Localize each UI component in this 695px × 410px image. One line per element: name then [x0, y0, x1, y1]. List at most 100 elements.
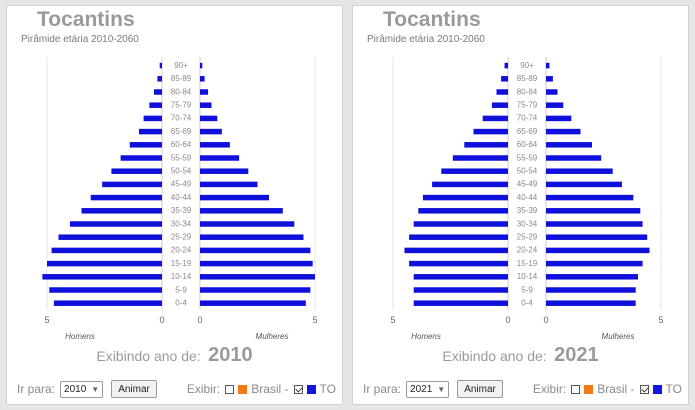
age-group-label: 5-9 — [175, 285, 187, 294]
bar-mulheres-45-49 — [200, 181, 258, 188]
bar-mulheres-30-34 — [546, 221, 643, 227]
age-group-label: 80-84 — [171, 87, 192, 96]
brasil-swatch — [238, 384, 248, 394]
year-value: 2021 — [554, 344, 599, 366]
age-group-label: 65-69 — [517, 127, 538, 136]
bar-mulheres-80-84 — [200, 89, 209, 95]
bar-homens-10-14 — [413, 274, 508, 280]
bar-mulheres-0-4 — [200, 300, 306, 306]
to-checkbox[interactable] — [293, 384, 303, 394]
bar-mulheres-5-9 — [546, 287, 636, 293]
pyramid-chart: 0-4 5-9 10-14 15-19 20-24 25-29 30-34 35-39 40-4… — [390, 57, 664, 341]
year-display: Exibindo ano de: 2021 — [353, 344, 688, 367]
bar-mulheres-70-74 — [200, 115, 218, 122]
animar-button[interactable]: Animar — [111, 380, 157, 398]
bar-homens-20-24 — [404, 247, 508, 254]
bar-mulheres-35-39 — [546, 208, 641, 214]
age-group-label: 55-59 — [517, 153, 538, 162]
to-label: TO — [665, 382, 682, 396]
bar-mulheres-30-34 — [200, 221, 295, 227]
ir-para-label: Ir para: — [17, 382, 56, 396]
to-swatch — [306, 384, 316, 394]
year-select[interactable]: 2021 ▼ — [406, 380, 450, 398]
brasil-checkbox[interactable] — [225, 384, 235, 394]
bar-homens-65-69 — [139, 128, 162, 135]
bar-mulheres-15-19 — [200, 260, 313, 267]
age-group-label: 70-74 — [517, 114, 538, 123]
bar-mulheres-50-54 — [546, 168, 613, 174]
bar-homens-0-4 — [53, 300, 162, 306]
to-swatch — [652, 384, 662, 394]
bar-homens-45-49 — [432, 181, 508, 188]
age-group-label: 85-89 — [517, 74, 538, 83]
bar-mulheres-20-24 — [200, 247, 311, 254]
bar-homens-85-89 — [157, 76, 162, 82]
exibir-group: Exibir: Brasil - TO — [533, 379, 682, 399]
bar-homens-70-74 — [482, 115, 508, 122]
bar-mulheres-90+ — [200, 62, 203, 69]
age-group-label: 90+ — [520, 61, 534, 70]
bar-homens-25-29 — [58, 234, 162, 240]
axis-label-homens: Homens — [411, 332, 441, 341]
age-group-label: 75-79 — [517, 100, 538, 109]
age-group-label: 25-29 — [517, 232, 538, 241]
bar-mulheres-90+ — [546, 62, 550, 69]
age-group-label: 0-4 — [521, 298, 533, 307]
bar-mulheres-80-84 — [546, 89, 558, 95]
exibindo-label: Exibindo ano de: — [442, 348, 547, 364]
controls-bar: Ir para: 2010 ▼ Animar Exibir: Brasil - T… — [17, 379, 336, 399]
bar-homens-10-14 — [42, 274, 162, 280]
bar-homens-40-44 — [90, 194, 162, 201]
goto-group: Ir para: 2010 ▼ Animar — [17, 379, 157, 399]
bar-homens-70-74 — [143, 115, 162, 122]
x-tick-label: 5 — [44, 315, 49, 325]
bar-homens-75-79 — [149, 102, 162, 108]
age-group-label: 5-9 — [521, 285, 533, 294]
bar-mulheres-85-89 — [546, 76, 553, 82]
age-group-label: 0-4 — [175, 298, 187, 307]
age-group-label: 35-39 — [171, 206, 192, 215]
age-group-label: 40-44 — [517, 193, 538, 202]
to-checkbox[interactable] — [639, 384, 649, 394]
bar-homens-30-34 — [70, 221, 162, 227]
ir-para-label: Ir para: — [363, 382, 402, 396]
age-group-label: 45-49 — [517, 180, 538, 189]
age-group-label: 75-79 — [171, 100, 192, 109]
year-select-value: 2010 — [64, 383, 87, 395]
bar-homens-15-19 — [409, 260, 508, 267]
bar-mulheres-5-9 — [200, 287, 311, 293]
x-tick-label: 5 — [658, 315, 663, 325]
chevron-down-icon: ▼ — [437, 384, 446, 394]
bar-mulheres-40-44 — [200, 194, 269, 201]
bar-homens-80-84 — [153, 89, 162, 95]
age-group-label: 15-19 — [171, 259, 192, 268]
bar-homens-35-39 — [418, 208, 508, 214]
bar-homens-0-4 — [413, 300, 508, 306]
exibir-label: Exibir: — [186, 382, 221, 396]
bar-homens-5-9 — [49, 287, 162, 293]
bar-mulheres-40-44 — [546, 194, 634, 201]
bar-mulheres-60-64 — [200, 142, 230, 148]
year-select[interactable]: 2010 ▼ — [60, 380, 104, 398]
bar-homens-60-64 — [464, 142, 508, 148]
bar-mulheres-35-39 — [200, 208, 283, 214]
year-select-value: 2021 — [410, 383, 433, 395]
age-group-label: 20-24 — [171, 246, 192, 255]
chart-title: Tocantins — [37, 8, 135, 31]
age-group-label: 30-34 — [171, 219, 192, 228]
chart-title: Tocantins — [383, 8, 481, 31]
bar-mulheres-25-29 — [200, 234, 304, 240]
bar-homens-20-24 — [51, 247, 162, 254]
bar-mulheres-55-59 — [200, 155, 240, 161]
animar-button[interactable]: Animar — [457, 380, 503, 398]
chevron-down-icon: ▼ — [91, 384, 100, 394]
age-group-label: 20-24 — [517, 246, 538, 255]
bar-homens-40-44 — [422, 194, 508, 201]
age-group-label: 50-54 — [517, 166, 538, 175]
age-group-label: 70-74 — [171, 114, 192, 123]
brasil-checkbox[interactable] — [571, 384, 581, 394]
age-group-label: 60-64 — [171, 140, 192, 149]
x-tick-label: 0 — [159, 315, 164, 325]
year-display: Exibindo ano de: 2010 — [7, 344, 342, 367]
bar-mulheres-45-49 — [546, 181, 622, 188]
